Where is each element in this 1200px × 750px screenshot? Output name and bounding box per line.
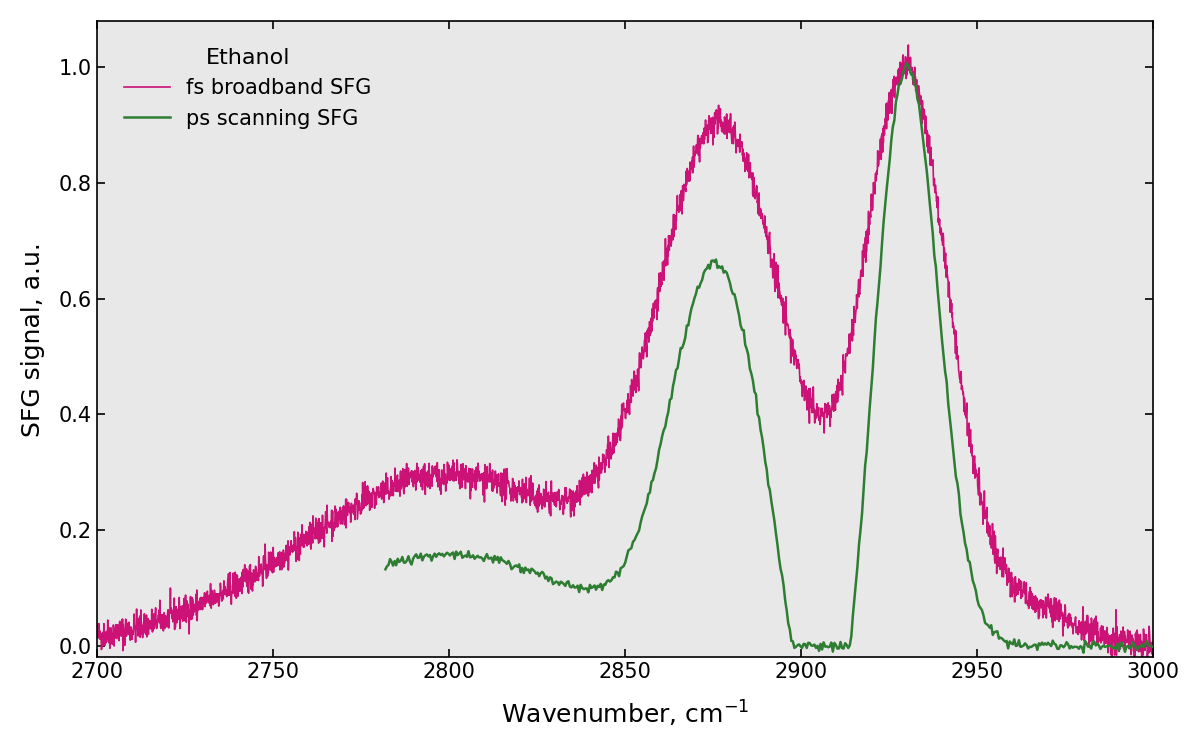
ps scanning SFG — [835, 644, 850, 652]
ps scanning SFG — [1009, 641, 1024, 650]
Y-axis label: SFG signal, a.u.: SFG signal, a.u. — [20, 242, 44, 436]
fs broadband SFG — [901, 40, 916, 50]
fs broadband SFG — [1127, 661, 1141, 670]
ps scanning SFG — [378, 565, 392, 574]
ps scanning SFG — [900, 58, 914, 68]
fs broadband SFG — [494, 488, 509, 497]
ps scanning SFG — [1146, 642, 1160, 651]
Line: fs broadband SFG: fs broadband SFG — [97, 45, 1153, 665]
ps scanning SFG — [743, 364, 757, 373]
fs broadband SFG — [1012, 582, 1026, 591]
fs broadband SFG — [90, 628, 104, 637]
ps scanning SFG — [793, 642, 808, 651]
fs broadband SFG — [1126, 641, 1140, 650]
Line: ps scanning SFG: ps scanning SFG — [385, 63, 1153, 652]
ps scanning SFG — [1076, 648, 1091, 657]
Legend: fs broadband SFG, ps scanning SFG: fs broadband SFG, ps scanning SFG — [107, 32, 389, 146]
ps scanning SFG — [1130, 645, 1145, 654]
ps scanning SFG — [748, 387, 762, 396]
fs broadband SFG — [272, 566, 287, 574]
fs broadband SFG — [540, 494, 554, 502]
X-axis label: Wavenumber, cm$^{-1}$: Wavenumber, cm$^{-1}$ — [500, 699, 749, 729]
fs broadband SFG — [210, 590, 224, 598]
fs broadband SFG — [1146, 641, 1160, 650]
